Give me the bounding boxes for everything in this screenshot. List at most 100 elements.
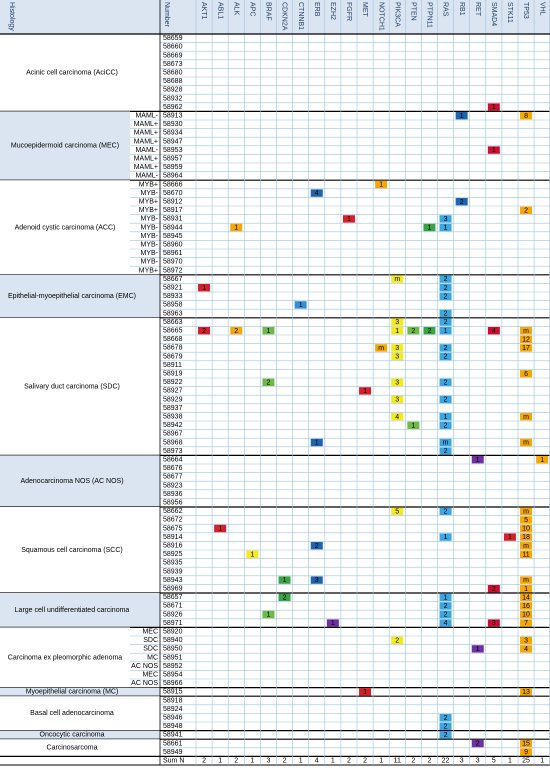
subtype: MYB- bbox=[141, 233, 159, 240]
mutation-cell bbox=[310, 438, 323, 447]
sample-number: 58935 bbox=[163, 560, 183, 567]
mutation-cell bbox=[520, 533, 533, 541]
sample-number: 58971 bbox=[163, 620, 183, 627]
sample-number: 58930 bbox=[163, 121, 183, 128]
sample-number: 58670 bbox=[163, 190, 183, 197]
header: Histology Number AKT1 ABL1 ALK APC BRAF CDKN2A C… bbox=[8, 2, 545, 31]
header-gene: NOTCH1 bbox=[377, 2, 384, 31]
sample-number: 58959 bbox=[163, 164, 183, 171]
header-gene: TP53 bbox=[522, 2, 529, 19]
mutation-label: 4 bbox=[444, 620, 448, 627]
mutation-label: 2 bbox=[444, 285, 448, 292]
mutation-cell bbox=[423, 223, 436, 232]
mutation-cell bbox=[520, 688, 533, 696]
mutation-cell bbox=[520, 524, 533, 533]
mutation-cell bbox=[471, 645, 484, 653]
mutation-label: 3 bbox=[395, 354, 399, 361]
sample-number: 58958 bbox=[163, 302, 183, 309]
mutation-label: 1 bbox=[444, 328, 448, 335]
sample-number: 58929 bbox=[163, 396, 183, 403]
sample-number: 58679 bbox=[163, 353, 183, 360]
histology-cell bbox=[0, 34, 160, 112]
subtype: MAML+ bbox=[134, 164, 158, 171]
sample-number: 58952 bbox=[163, 663, 183, 670]
mutation-label: 1 bbox=[508, 534, 512, 541]
mutation-cell bbox=[391, 318, 404, 326]
subtype: AC NOS bbox=[131, 680, 158, 687]
sample-number: 58919 bbox=[163, 371, 183, 378]
mutation-cell bbox=[520, 542, 533, 550]
subtype: SDC bbox=[143, 646, 158, 653]
header-background bbox=[0, 0, 550, 34]
mutation-label: 4 bbox=[315, 190, 319, 197]
mutation-cell bbox=[391, 275, 404, 283]
histology-cell bbox=[0, 696, 160, 731]
sample-number: 58925 bbox=[163, 551, 183, 558]
sample-number: 58928 bbox=[163, 87, 183, 94]
sum-value: 4 bbox=[315, 758, 319, 765]
mutation-label: 1 bbox=[444, 414, 448, 421]
mutation-cell bbox=[439, 223, 452, 232]
mutation-cell bbox=[471, 739, 484, 748]
mutation-cell bbox=[439, 309, 452, 318]
mutation-cell bbox=[198, 284, 211, 292]
mutation-label: 2 bbox=[460, 199, 464, 206]
mutation-label: 10 bbox=[522, 526, 530, 533]
sample-number: 58923 bbox=[163, 482, 183, 489]
histology-cell bbox=[0, 627, 130, 688]
mutation-label: 3 bbox=[524, 637, 528, 644]
mutation-label: 2 bbox=[444, 422, 448, 429]
mutation-cell bbox=[520, 636, 533, 644]
mutation-cell bbox=[439, 722, 452, 730]
mutation-cell bbox=[391, 327, 404, 335]
histology-label: Carcinosarcoma bbox=[47, 745, 98, 752]
sum-value: 2 bbox=[347, 758, 351, 765]
mutation-label: 2 bbox=[283, 594, 287, 601]
mutation-label: 10 bbox=[522, 612, 530, 619]
header-gene: SMAD4 bbox=[490, 2, 497, 26]
mutation-label: 1 bbox=[331, 620, 335, 627]
mutation-cell bbox=[520, 576, 533, 584]
subtype: AC NOS bbox=[131, 663, 158, 670]
mutation-label: 2 bbox=[444, 311, 448, 318]
sum-value: 1 bbox=[508, 758, 512, 765]
header-gene: STK11 bbox=[506, 2, 513, 23]
subtype: MYB- bbox=[141, 259, 159, 266]
mutation-label: 12 bbox=[522, 336, 530, 343]
sample-number: 58972 bbox=[163, 267, 183, 274]
mutation-label: 3 bbox=[315, 577, 319, 584]
sample-number: 58915 bbox=[163, 689, 183, 696]
mutation-cell bbox=[310, 576, 323, 584]
sample-number: 58957 bbox=[163, 156, 183, 163]
mutation-label: 2 bbox=[444, 508, 448, 515]
mutation-cell bbox=[359, 387, 372, 395]
mutation-cell bbox=[439, 413, 452, 421]
mutation-cell bbox=[375, 180, 388, 189]
mutation-cell bbox=[278, 576, 291, 584]
mutation-cell bbox=[439, 421, 452, 429]
sample-number: 58942 bbox=[163, 422, 183, 429]
subtype: MEC bbox=[142, 672, 158, 679]
subtype: MAML+ bbox=[134, 138, 158, 145]
sample-number: 58917 bbox=[163, 207, 183, 214]
sum-value: 1 bbox=[540, 758, 544, 765]
mutation-label: 2 bbox=[234, 328, 238, 335]
sample-number: 58913 bbox=[163, 113, 183, 120]
sum-value: 2 bbox=[283, 758, 287, 765]
sample-number: 58664 bbox=[163, 457, 183, 464]
mutation-cell bbox=[520, 413, 533, 421]
header-gene: RET bbox=[474, 2, 481, 17]
mutation-label: 1 bbox=[266, 612, 270, 619]
mutation-cell bbox=[230, 223, 243, 232]
mutation-label: 5 bbox=[524, 517, 528, 524]
sum-value: 3 bbox=[460, 758, 464, 765]
mutation-label: 1 bbox=[266, 328, 270, 335]
mutation-label: 1 bbox=[476, 646, 480, 653]
sample-number: 58968 bbox=[163, 439, 183, 446]
sum-value: 2 bbox=[234, 758, 238, 765]
sample-number: 58953 bbox=[163, 147, 183, 154]
histology-cell bbox=[0, 317, 160, 456]
histology-label: Salivary duct carcinoma (SDC) bbox=[24, 383, 120, 390]
sample-number: 58660 bbox=[163, 44, 183, 51]
